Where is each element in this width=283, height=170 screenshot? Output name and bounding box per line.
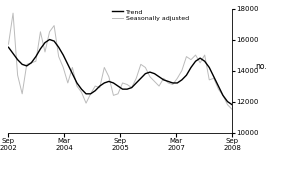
Legend: Trend, Seasonally adjusted: Trend, Seasonally adjusted — [112, 9, 189, 21]
Y-axis label: no.: no. — [256, 62, 267, 71]
